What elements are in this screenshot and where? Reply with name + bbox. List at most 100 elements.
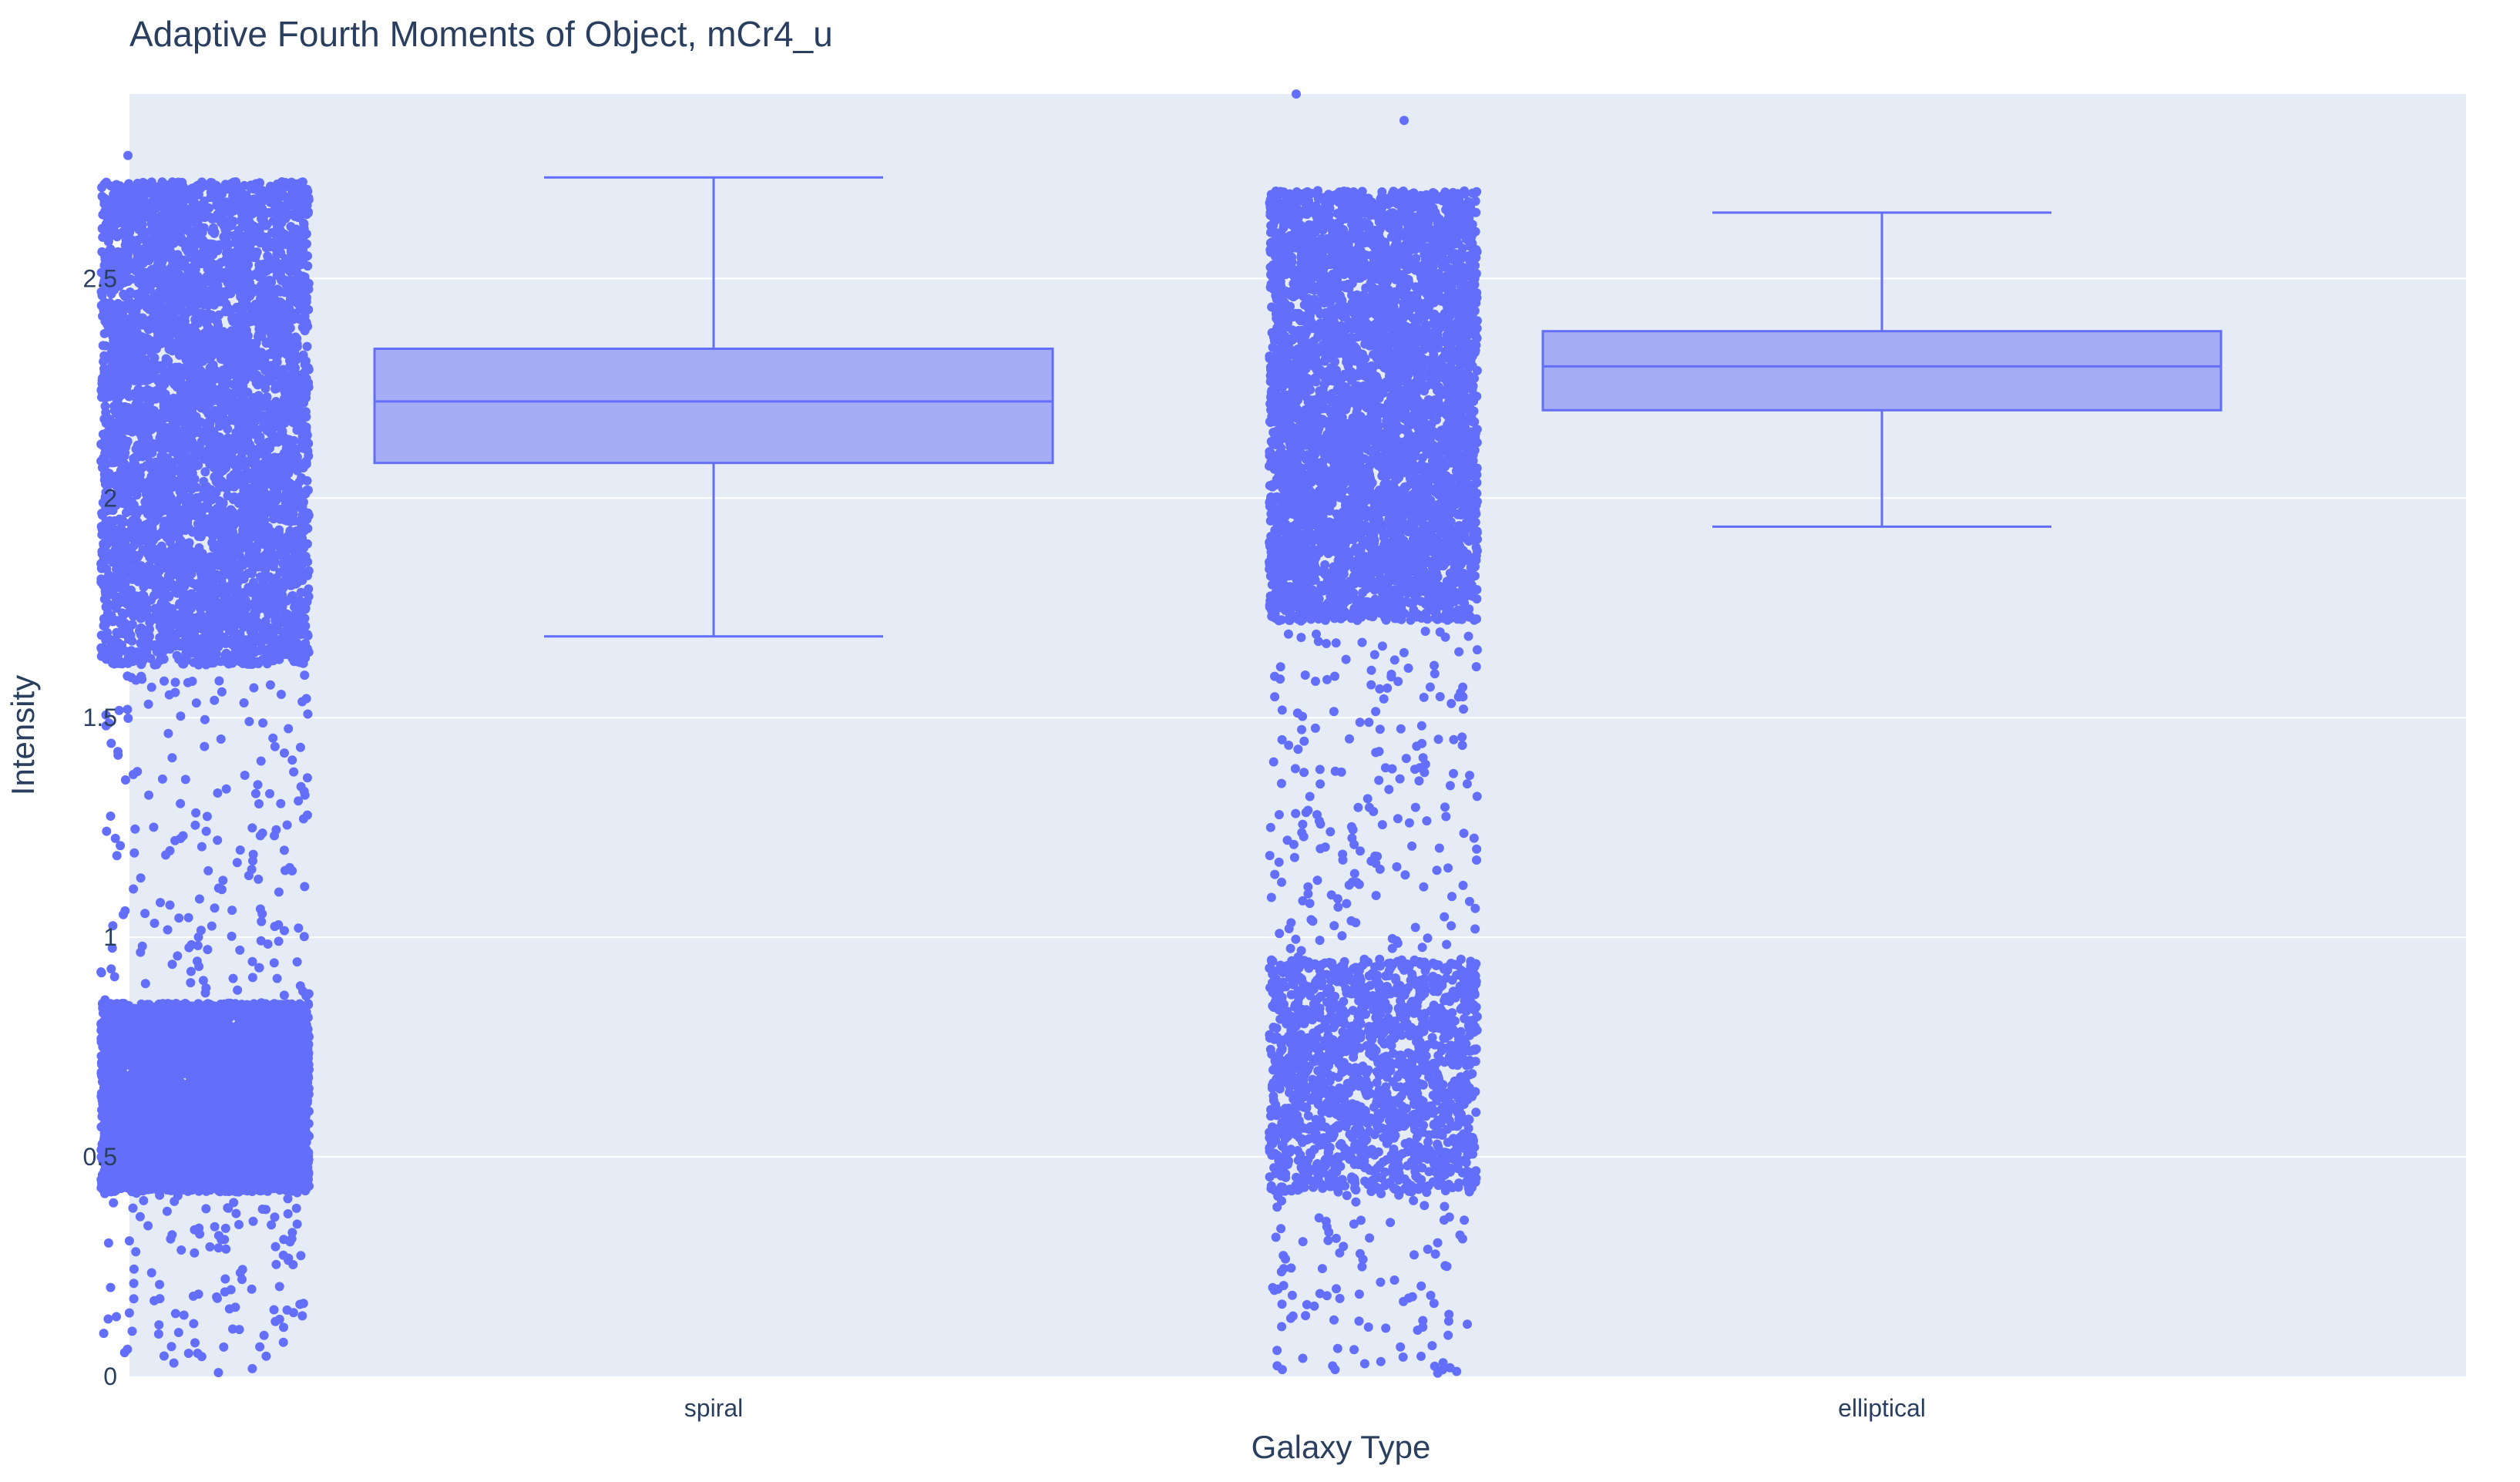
jitter-point xyxy=(137,591,146,600)
jitter-point xyxy=(270,317,279,326)
jitter-point xyxy=(183,359,193,368)
jitter-point xyxy=(281,192,290,201)
jitter-point xyxy=(289,509,298,519)
jitter-point xyxy=(251,416,260,425)
jitter-point xyxy=(154,586,163,596)
jitter-point xyxy=(102,418,111,428)
jitter-point xyxy=(126,650,135,659)
jitter-point xyxy=(188,553,197,563)
jitter-point xyxy=(237,532,246,541)
jitter-point xyxy=(211,188,220,197)
jitter-point xyxy=(247,355,257,364)
jitter-point xyxy=(156,452,166,461)
jitter-point xyxy=(230,573,240,582)
jitter-point xyxy=(192,182,201,191)
jitter-point xyxy=(227,451,237,460)
jitter-point xyxy=(102,516,111,526)
jitter-point xyxy=(294,596,304,605)
jitter-point xyxy=(252,473,261,482)
jitter-point xyxy=(221,255,230,264)
jitter-point xyxy=(245,303,254,312)
jitter-point xyxy=(256,294,265,304)
jitter-point xyxy=(164,432,173,441)
jitter-point xyxy=(284,639,294,648)
jitter-point xyxy=(285,356,294,365)
jitter-point xyxy=(273,358,282,367)
jitter-point xyxy=(237,383,246,392)
jitter-point xyxy=(255,260,264,269)
jitter-point xyxy=(150,291,160,300)
jitter-point xyxy=(207,496,216,505)
jitter-point xyxy=(118,519,127,528)
jitter-point xyxy=(158,190,167,199)
jitter-point xyxy=(139,342,149,351)
jitter-point xyxy=(288,229,297,238)
jitter-point xyxy=(279,463,288,472)
jitter-point xyxy=(113,301,122,310)
jitter-point xyxy=(287,535,296,544)
jitter-point xyxy=(257,583,267,593)
jitter-point xyxy=(143,450,153,459)
jitter-point xyxy=(168,210,177,220)
jitter-point xyxy=(288,619,297,628)
jitter-point xyxy=(132,393,141,402)
jitter-point xyxy=(121,566,130,575)
jitter-point xyxy=(109,392,118,401)
jitter-point xyxy=(216,214,225,223)
jitter-point xyxy=(264,592,274,601)
jitter-point xyxy=(250,346,260,355)
jitter-point xyxy=(262,242,271,251)
jitter-point xyxy=(134,273,143,282)
jitter-point xyxy=(237,555,247,564)
jitter-point xyxy=(116,213,125,222)
jitter-point xyxy=(223,217,233,226)
jitter-point xyxy=(121,240,130,250)
jitter-point xyxy=(106,642,116,651)
jitter-point xyxy=(257,281,266,290)
jitter-point xyxy=(240,324,250,334)
jitter-point xyxy=(133,452,143,462)
jitter-point xyxy=(198,248,207,257)
jitter-point xyxy=(198,357,207,366)
jitter-point xyxy=(238,496,247,505)
jitter-point xyxy=(304,584,313,593)
jitter-point xyxy=(200,467,210,476)
jitter-point xyxy=(157,476,166,486)
jitter-point xyxy=(220,461,229,470)
jitter-point xyxy=(194,214,203,223)
jitter-point xyxy=(202,596,211,606)
jitter-point xyxy=(288,437,297,446)
jitter-point xyxy=(287,373,297,382)
jitter-point xyxy=(250,648,259,657)
jitter-point xyxy=(161,390,170,399)
jitter-point xyxy=(254,232,263,241)
jitter-point xyxy=(217,622,227,631)
jitter-point xyxy=(137,365,146,374)
jitter-point xyxy=(124,626,133,635)
jitter-point xyxy=(287,581,296,590)
jitter-point xyxy=(143,495,152,504)
jitter-point xyxy=(264,473,273,482)
jitter-point xyxy=(262,220,271,230)
jitter-point xyxy=(220,274,229,283)
jitter-point xyxy=(185,472,194,482)
jitter-point xyxy=(133,181,142,190)
jitter-point xyxy=(186,461,195,470)
jitter-point xyxy=(164,267,173,277)
jitter-point xyxy=(264,438,273,447)
jitter-point xyxy=(183,566,193,575)
jitter-point xyxy=(302,318,311,328)
jitter-point xyxy=(223,246,232,255)
jitter-point xyxy=(186,433,195,442)
jitter-point xyxy=(296,658,305,667)
jitter-point xyxy=(180,342,190,351)
jitter-point xyxy=(223,549,232,559)
jitter-point xyxy=(297,415,307,424)
jitter-point xyxy=(239,425,248,434)
jitter-point xyxy=(145,439,154,449)
jitter-point xyxy=(98,549,107,559)
jitter-point xyxy=(99,582,109,591)
jitter-point xyxy=(134,225,143,234)
